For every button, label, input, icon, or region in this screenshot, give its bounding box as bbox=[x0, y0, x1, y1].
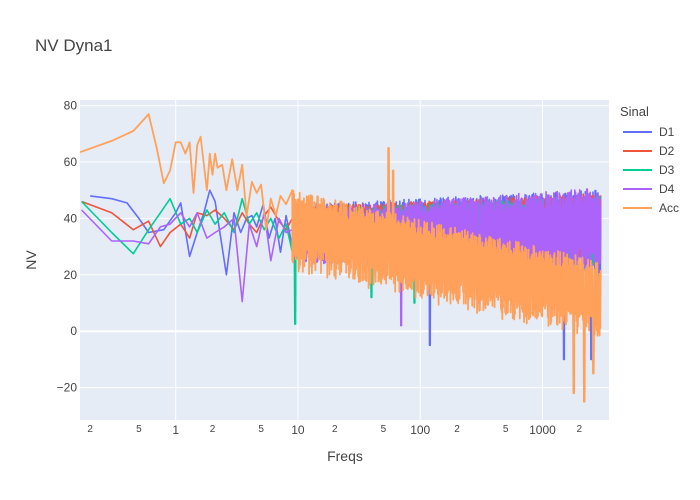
y-tick-label: 0 bbox=[70, 324, 77, 338]
x-minor-tick-label: 5 bbox=[136, 424, 142, 435]
series-layer bbox=[80, 113, 602, 403]
x-minor-tick-label: 2 bbox=[577, 424, 583, 435]
legend-label-acc: Acc bbox=[659, 201, 679, 215]
x-minor-tick-label: 2 bbox=[87, 424, 93, 435]
y-tick-label: −20 bbox=[57, 381, 78, 395]
x-minor-tick-label: 5 bbox=[258, 424, 264, 435]
legend-label-d3: D3 bbox=[659, 163, 675, 177]
y-axis-ticks: −20 0 20 40 60 80 bbox=[57, 99, 78, 395]
y-axis-title: NV bbox=[23, 250, 39, 270]
x-minor-tick-label: 2 bbox=[454, 424, 460, 435]
x-minor-tick-label: 5 bbox=[381, 424, 387, 435]
x-tick-label: 1000 bbox=[529, 423, 556, 437]
x-tick-label: 100 bbox=[410, 423, 430, 437]
y-tick-label: 60 bbox=[64, 155, 78, 169]
x-minor-tick-label: 2 bbox=[332, 424, 338, 435]
x-minor-tick-label: 5 bbox=[503, 424, 509, 435]
legend-label-d1: D1 bbox=[659, 125, 675, 139]
legend-label-d2: D2 bbox=[659, 144, 675, 158]
y-tick-label: 80 bbox=[64, 99, 78, 113]
legend-title: Sinal bbox=[620, 104, 649, 119]
x-minor-tick-label: 2 bbox=[210, 424, 216, 435]
x-tick-label: 1 bbox=[172, 423, 179, 437]
x-tick-label: 10 bbox=[291, 423, 305, 437]
legend-label-d4: D4 bbox=[659, 182, 675, 196]
series-line-acc bbox=[80, 113, 602, 403]
chart-title: NV Dyna1 bbox=[35, 36, 112, 55]
legend: Sinal D1 D2 D3 D4 Acc bbox=[620, 104, 679, 215]
x-axis-title: Freqs bbox=[327, 448, 363, 464]
y-tick-label: 20 bbox=[64, 268, 78, 282]
y-tick-label: 40 bbox=[64, 211, 78, 225]
x-axis-ticks: 1 10 100 1000 2 5 2 5 2 5 2 5 2 bbox=[87, 423, 582, 437]
